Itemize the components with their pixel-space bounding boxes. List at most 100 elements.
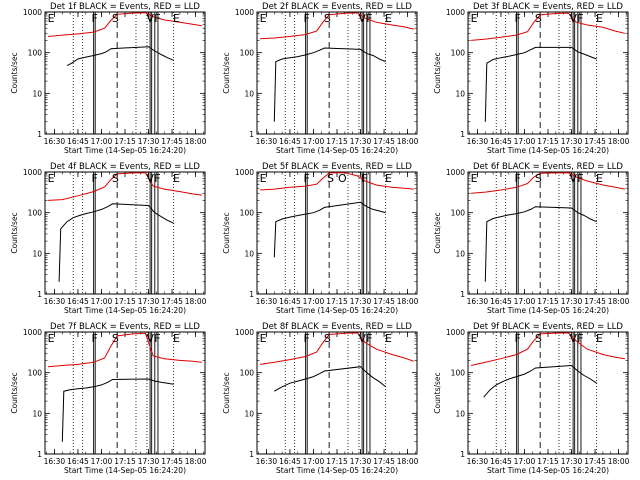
events-series-line	[484, 46, 597, 122]
attenuator-state-label: F	[154, 332, 160, 345]
x-tick-label: 16:45	[67, 457, 89, 466]
attenuator-state-label: E	[385, 172, 392, 185]
events-series-line	[273, 47, 386, 122]
events-series-line	[66, 46, 174, 67]
x-tick-label: 17:15	[114, 137, 136, 146]
x-tick-label: 18:00	[608, 297, 630, 306]
attenuator-state-label: E	[385, 332, 392, 345]
x-tick-label: 17:45	[161, 137, 183, 146]
x-axis-label: Start Time (14-Sep-05 16:24:20)	[276, 466, 398, 475]
attenuator-state-label: V	[569, 172, 577, 185]
y-tick-label: 10	[32, 409, 42, 418]
attenuator-state-label: E	[48, 172, 55, 185]
x-tick-label: 17:45	[584, 297, 606, 306]
panel-det-2: Det 2f BLACK = Events, RED = LLD 1 10 100 10…	[222, 2, 419, 155]
x-tick-label: 16:45	[279, 137, 301, 146]
x-tick-label: 17:00	[303, 137, 325, 146]
y-axis-label: Counts/sec	[10, 212, 19, 253]
lld-series-line	[260, 12, 415, 40]
plot-frame	[44, 171, 206, 295]
y-tick-label: 1000	[235, 8, 254, 17]
y-tick-label: 100	[240, 369, 255, 378]
x-tick-label: 17:15	[537, 297, 559, 306]
panel-det-8: Det 8f BLACK = Events, RED = LLD 1 10 100 10…	[222, 322, 419, 475]
x-tick-label: 17:45	[584, 457, 606, 466]
panel-det-1: Det 1f BLACK = Events, RED = LLD 1 10 100 10…	[10, 2, 207, 155]
panel-det-7: Det 7f BLACK = Events, RED = LLD 1 10 100 10…	[10, 322, 207, 475]
x-tick-label: 16:30	[256, 457, 278, 466]
plot-frame	[467, 331, 629, 455]
x-tick-label: 17:15	[537, 457, 559, 466]
x-tick-label: 16:30	[256, 297, 278, 306]
panel-det-9: Det 9f BLACK = Events, RED = LLD 1 10 100 10…	[433, 322, 630, 475]
x-tick-label: 16:45	[279, 297, 301, 306]
x-tick-label: 17:15	[537, 137, 559, 146]
y-tick-label: 1000	[446, 168, 465, 177]
events-series-line	[483, 364, 597, 398]
y-tick-label: 1	[460, 450, 465, 459]
attenuator-state-label: E	[260, 172, 267, 185]
y-tick-label: 100	[451, 369, 466, 378]
x-tick-label: 18:00	[397, 137, 419, 146]
events-series-line	[484, 206, 597, 282]
y-tick-label: 100	[451, 209, 466, 218]
y-tick-label: 10	[455, 89, 465, 98]
x-tick-label: 17:00	[514, 297, 536, 306]
x-tick-label: 16:30	[44, 137, 66, 146]
x-tick-label: 16:45	[67, 137, 89, 146]
attenuator-state-label: V	[358, 12, 366, 25]
x-tick-label: 17:30	[350, 457, 372, 466]
attenuator-state-label: S	[324, 332, 331, 345]
x-tick-label: 17:00	[303, 297, 325, 306]
y-tick-label: 1	[249, 130, 254, 139]
attenuator-state-label: E	[596, 12, 603, 25]
lld-series-line	[260, 332, 415, 365]
y-tick-label: 1000	[23, 8, 42, 17]
y-tick-label: 1000	[23, 328, 42, 337]
lld-series-line	[471, 172, 625, 194]
y-axis-label: Counts/sec	[433, 372, 442, 413]
y-tick-label: 10	[455, 249, 465, 258]
y-axis-label: Counts/sec	[10, 52, 19, 93]
panel-title: Det 8f BLACK = Events, RED = LLD	[262, 322, 412, 332]
x-tick-label: 17:00	[91, 297, 113, 306]
x-tick-label: 17:45	[161, 297, 183, 306]
plot-frame	[256, 171, 418, 295]
x-tick-label: 18:00	[608, 137, 630, 146]
y-tick-label: 1000	[235, 168, 254, 177]
attenuator-state-label: F	[154, 12, 160, 25]
attenuator-state-label: E	[173, 12, 180, 25]
attenuator-state-label: F	[362, 172, 368, 185]
y-tick-label: 1000	[446, 8, 465, 17]
y-axis-label: Counts/sec	[433, 212, 442, 253]
y-tick-label: 100	[28, 49, 43, 58]
y-tick-label: 1000	[446, 328, 465, 337]
x-tick-label: 16:45	[67, 297, 89, 306]
x-tick-label: 17:15	[114, 457, 136, 466]
attenuator-state-label: V	[358, 332, 366, 345]
events-series-line	[61, 378, 174, 442]
x-tick-label: 17:45	[373, 457, 395, 466]
y-axis-label: Counts/sec	[222, 52, 231, 93]
x-tick-label: 16:30	[467, 457, 489, 466]
attenuator-state-label: E	[260, 12, 267, 25]
lld-series-line	[260, 172, 414, 191]
attenuator-state-label: S	[327, 172, 334, 185]
events-series-line	[58, 203, 174, 282]
attenuator-state-label: E	[48, 332, 55, 345]
x-axis-label: Start Time (14-Sep-05 16:24:20)	[487, 466, 609, 475]
x-tick-label: 17:15	[326, 457, 348, 466]
x-axis-label: Start Time (14-Sep-05 16:24:20)	[64, 146, 186, 155]
attenuator-state-label: S	[324, 12, 331, 25]
attenuator-state-label: S	[112, 332, 119, 345]
attenuator-state-label: V	[146, 332, 154, 345]
attenuator-state-label: F	[514, 332, 520, 345]
lld-series-line	[48, 12, 202, 37]
events-series-line	[273, 201, 386, 258]
x-axis-label: Start Time (14-Sep-05 16:24:20)	[276, 146, 398, 155]
panel-title: Det 7f BLACK = Events, RED = LLD	[50, 322, 200, 332]
x-tick-label: 17:00	[91, 457, 113, 466]
attenuator-state-label: S	[112, 12, 119, 25]
panel-det-5: Det 5f BLACK = Events, RED = LLD 1 10 100 10…	[222, 162, 419, 315]
x-tick-label: 18:00	[608, 457, 630, 466]
